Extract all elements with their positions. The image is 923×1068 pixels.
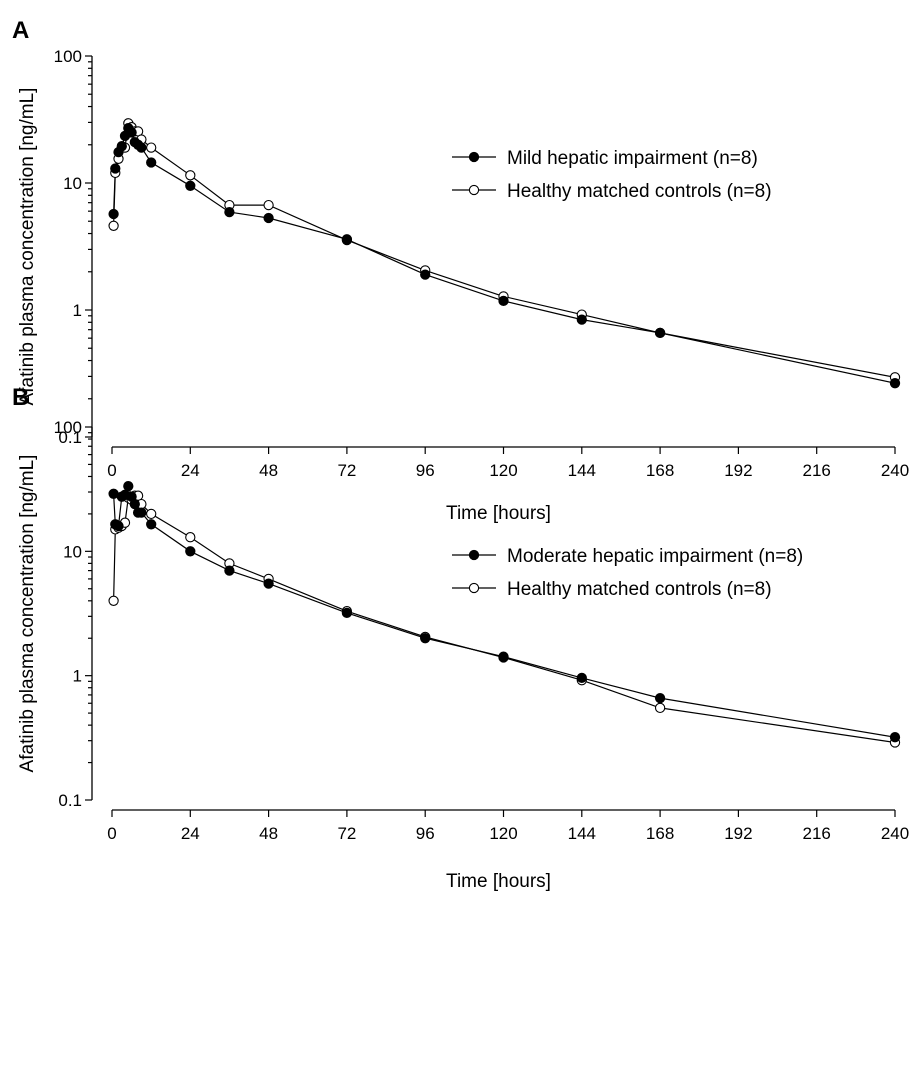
y-tick-label: 1	[73, 301, 82, 320]
x-tick-label: 120	[489, 461, 517, 480]
x-tick-label: 240	[881, 824, 909, 843]
x-tick-label: 192	[724, 461, 752, 480]
data-point-impairment	[146, 519, 157, 530]
x-tick-label: 144	[568, 824, 596, 843]
y-tick-label: 100	[54, 418, 82, 437]
data-point-impairment	[654, 327, 666, 339]
panel-label: B	[12, 384, 29, 411]
y-tick-label: 0.1	[58, 791, 82, 810]
data-point-impairment	[110, 163, 121, 174]
data-point-controls	[108, 220, 119, 231]
x-axis-title: Time [hours]	[446, 503, 551, 524]
x-tick-label: 24	[181, 461, 200, 480]
y-axis-title: Afatinib plasma concentration [ng/mL]	[17, 455, 38, 773]
legend-marker-filled	[468, 549, 480, 561]
data-point-impairment	[126, 127, 137, 138]
series-line-controls	[113, 495, 896, 744]
y-axis-title: Afatinib plasma concentration [ng/mL]	[17, 88, 38, 406]
data-point-impairment	[576, 314, 587, 325]
panel-label: A	[12, 17, 29, 44]
data-point-impairment	[146, 157, 157, 168]
x-tick-label: 0	[107, 461, 116, 480]
x-tick-label: 144	[568, 461, 596, 480]
x-tick-label: 216	[803, 461, 831, 480]
data-point-impairment	[889, 732, 901, 743]
data-point-impairment	[341, 234, 353, 245]
data-point-controls	[654, 702, 666, 714]
data-point-impairment	[420, 633, 431, 644]
series-line-impairment	[113, 127, 896, 384]
x-tick-label: 216	[803, 824, 831, 843]
x-tick-label: 0	[107, 824, 116, 843]
y-tick-label: 10	[63, 542, 82, 561]
legend-label: Healthy matched controls (n=8)	[507, 579, 772, 600]
data-point-controls	[108, 595, 119, 606]
y-tick-label: 10	[63, 174, 82, 193]
y-tick-label: 0.1	[58, 428, 82, 447]
data-point-controls	[185, 170, 196, 181]
data-point-impairment	[889, 378, 901, 389]
data-point-impairment	[108, 208, 119, 220]
legend-label: Mild hepatic impairment (n=8)	[507, 148, 758, 169]
legend-marker-filled	[468, 151, 480, 163]
data-point-impairment	[576, 672, 587, 684]
data-point-impairment	[498, 651, 509, 662]
data-point-impairment	[420, 269, 431, 280]
legend-label: Healthy matched controls (n=8)	[507, 181, 772, 202]
legend-marker-open	[468, 184, 480, 196]
data-point-impairment	[123, 480, 134, 492]
data-point-impairment	[136, 142, 147, 153]
data-point-impairment	[341, 607, 353, 619]
data-point-impairment	[498, 295, 509, 307]
data-point-controls	[146, 508, 157, 520]
legend: Mild hepatic impairment (n=8) Healthy mat…	[452, 148, 772, 202]
chart-panel-a: A 0.1 1 10 100 0 24 48 72 96 120 144 168 192 216 240 Tim…	[12, 17, 909, 524]
x-tick-label: 168	[646, 461, 674, 480]
data-point-impairment	[113, 520, 124, 532]
data-point-controls	[185, 532, 196, 543]
data-point-impairment	[129, 498, 140, 510]
legend: Moderate hepatic impairment (n=8) Healthy…	[452, 546, 803, 600]
x-tick-label: 96	[416, 461, 435, 480]
legend-marker-open	[468, 582, 480, 594]
x-tick-label: 24	[181, 824, 200, 843]
data-point-impairment	[224, 206, 235, 218]
legend-label: Moderate hepatic impairment (n=8)	[507, 546, 803, 567]
data-point-impairment	[263, 578, 274, 589]
data-point-controls	[146, 142, 157, 153]
x-tick-label: 168	[646, 824, 674, 843]
x-tick-label: 48	[259, 824, 278, 843]
data-point-impairment	[224, 565, 235, 576]
x-tick-label: 192	[724, 824, 752, 843]
x-axis-title: Time [hours]	[446, 871, 551, 892]
series-line-controls	[113, 121, 896, 378]
data-point-impairment	[185, 546, 196, 557]
y-tick-label: 1	[73, 667, 82, 686]
data-point-impairment	[185, 180, 196, 191]
data-point-impairment	[136, 507, 147, 518]
x-tick-label: 48	[259, 461, 278, 480]
x-tick-label: 72	[337, 461, 356, 480]
x-tick-label: 72	[337, 824, 356, 843]
data-point-controls	[263, 199, 274, 211]
x-tick-label: 96	[416, 824, 435, 843]
y-tick-label: 100	[54, 47, 82, 66]
data-point-impairment	[263, 212, 274, 224]
data-point-impairment	[654, 692, 666, 704]
data-point-impairment	[116, 141, 127, 152]
x-tick-label: 240	[881, 461, 909, 480]
x-tick-label: 120	[489, 824, 517, 843]
